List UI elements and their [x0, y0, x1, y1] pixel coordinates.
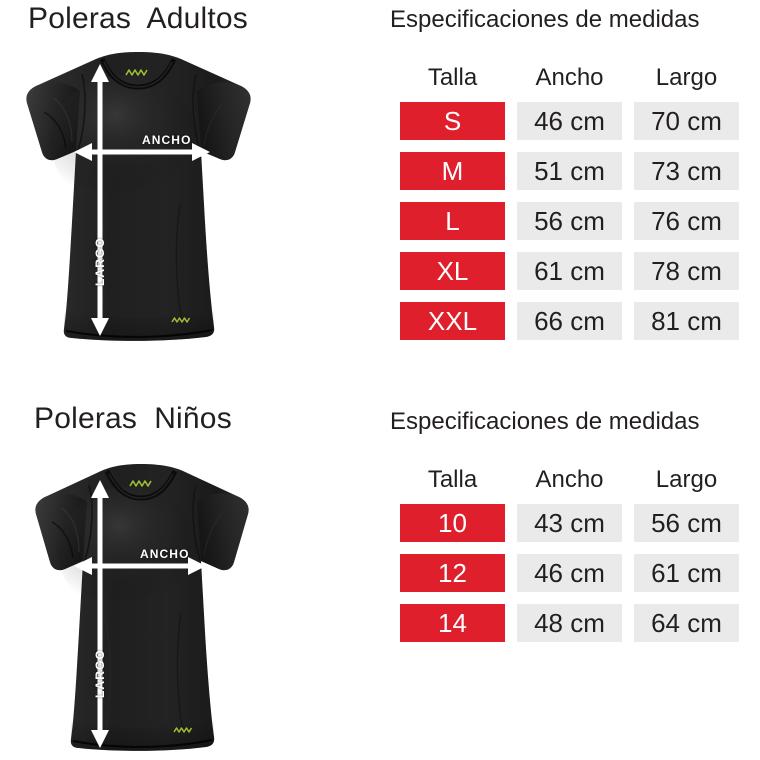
- largo-value: 81 cm: [634, 302, 739, 340]
- largo-value: 64 cm: [634, 604, 739, 642]
- table-row: 14 48 cm 64 cm: [400, 604, 739, 642]
- size-badge: L: [400, 202, 505, 240]
- largo-value: 70 cm: [634, 102, 739, 140]
- cell-gap: [505, 504, 517, 542]
- brand-mark-collar-icon: [125, 69, 148, 76]
- size-badge: 10: [400, 504, 505, 542]
- cell-gap: [622, 604, 634, 642]
- largo-value: 73 cm: [634, 152, 739, 190]
- table-row: 12 46 cm 61 cm: [400, 554, 739, 592]
- spec-title-adultos: Especificaciones de medidas: [390, 6, 700, 33]
- brand-mark-hem-icon: [173, 727, 193, 733]
- brand-mark-hem-icon: [171, 317, 191, 323]
- largo-value: 78 cm: [634, 252, 739, 290]
- size-badge: M: [400, 152, 505, 190]
- table-row: S 46 cm 70 cm: [400, 102, 739, 140]
- table-row: XXL 66 cm 81 cm: [400, 302, 739, 340]
- column-header-largo: Largo: [655, 466, 718, 493]
- cell-gap: [505, 604, 517, 642]
- cell-gap: [622, 252, 634, 290]
- measurement-label-largo-ninos: LARGO: [93, 649, 107, 698]
- table-header-row-adultos: Talla Ancho Largo: [400, 56, 739, 90]
- size-badge: XXL: [400, 302, 505, 340]
- size-badge: 14: [400, 604, 505, 642]
- table-row: M 51 cm 73 cm: [400, 152, 739, 190]
- ancho-value: 48 cm: [517, 604, 622, 642]
- size-table-ninos: Talla Ancho Largo 10 43 cm 56 cm 12 46 c…: [400, 458, 739, 642]
- ancho-value: 66 cm: [517, 302, 622, 340]
- size-badge: 12: [400, 554, 505, 592]
- size-table-adultos: Talla Ancho Largo S 46 cm 70 cm M 51 cm …: [400, 56, 739, 340]
- cell-gap: [505, 202, 517, 240]
- brand-mark-collar-icon: [129, 480, 152, 487]
- cell-gap: [505, 102, 517, 140]
- ancho-value: 46 cm: [517, 102, 622, 140]
- largo-value: 76 cm: [634, 202, 739, 240]
- tshirt-illustration-ninos: ANCHO LARGO: [24, 458, 259, 752]
- largo-value: 56 cm: [634, 504, 739, 542]
- cell-gap: [622, 302, 634, 340]
- largo-value: 61 cm: [634, 554, 739, 592]
- size-badge: XL: [400, 252, 505, 290]
- page-title-ninos: Poleras Niños: [34, 402, 232, 435]
- table-row: XL 61 cm 78 cm: [400, 252, 739, 290]
- cell-gap: [505, 152, 517, 190]
- ancho-value: 51 cm: [517, 152, 622, 190]
- size-badge: S: [400, 102, 505, 140]
- page-title-adultos: Poleras Adultos: [28, 2, 248, 35]
- ancho-value: 43 cm: [517, 504, 622, 542]
- measurement-arrows-ninos: ANCHO LARGO: [24, 458, 259, 752]
- cell-gap: [622, 202, 634, 240]
- column-header-ancho: Ancho: [535, 466, 604, 493]
- ancho-value: 61 cm: [517, 252, 622, 290]
- cell-gap: [505, 554, 517, 592]
- table-row: L 56 cm 76 cm: [400, 202, 739, 240]
- cell-gap: [505, 302, 517, 340]
- measurement-arrows-adultos: ANCHO LARGO: [14, 46, 264, 342]
- column-header-talla: Talla: [427, 64, 478, 91]
- measurement-label-ancho-ninos: ANCHO: [140, 547, 190, 561]
- column-header-ancho: Ancho: [535, 64, 604, 91]
- column-header-talla: Talla: [427, 466, 478, 493]
- table-row: 10 43 cm 56 cm: [400, 504, 739, 542]
- cell-gap: [622, 152, 634, 190]
- cell-gap: [622, 554, 634, 592]
- table-header-row-ninos: Talla Ancho Largo: [400, 458, 739, 492]
- measurement-label-largo-adultos: LARGO: [93, 237, 107, 286]
- tshirt-illustration-adultos: ANCHO LARGO: [14, 46, 264, 342]
- cell-gap: [622, 102, 634, 140]
- measurement-label-ancho-adultos: ANCHO: [142, 133, 192, 147]
- spec-title-ninos: Especificaciones de medidas: [390, 408, 700, 435]
- cell-gap: [622, 504, 634, 542]
- ancho-value: 46 cm: [517, 554, 622, 592]
- column-header-largo: Largo: [655, 64, 718, 91]
- cell-gap: [505, 252, 517, 290]
- ancho-value: 56 cm: [517, 202, 622, 240]
